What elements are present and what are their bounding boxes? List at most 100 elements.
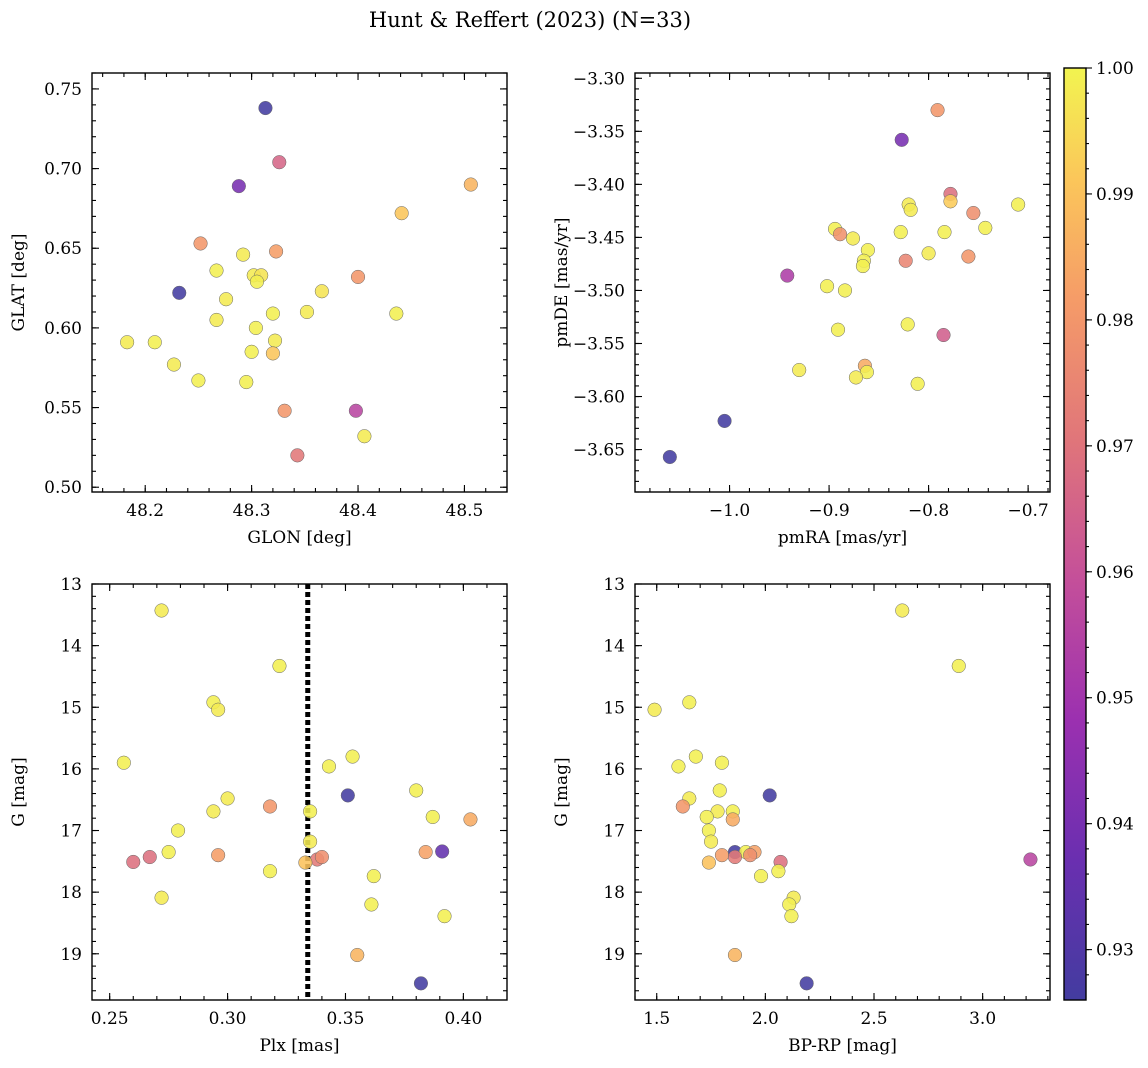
data-point (714, 755, 729, 770)
data-point (921, 246, 936, 261)
data-point (845, 231, 860, 246)
data-point (321, 759, 337, 774)
data-point (171, 823, 186, 838)
data-point (647, 702, 662, 717)
data-point (703, 834, 719, 849)
y-tick-label: −3.60 (573, 388, 625, 408)
y-tick-label: −3.50 (573, 281, 625, 301)
data-point (418, 845, 433, 860)
x-tick-label: 2.0 (752, 1009, 779, 1029)
data-point (269, 244, 284, 259)
y-tick-label: 19 (60, 945, 82, 965)
x-tick-label: −1.0 (709, 501, 750, 521)
x-axis-label: pmRA [mas/yr] (778, 528, 907, 548)
x-tick-label: 0.30 (209, 1009, 247, 1029)
data-point (116, 755, 131, 770)
data-point (161, 845, 176, 860)
data-point (209, 312, 224, 327)
data-point (943, 194, 958, 209)
data-point (206, 804, 221, 819)
y-tick-label: 19 (603, 945, 625, 965)
y-axis-label: pmDE [mas/yr] (552, 217, 572, 347)
data-point (219, 292, 234, 307)
x-axis-label: GLON [deg] (247, 528, 351, 548)
y-tick-label: 0.75 (44, 80, 82, 100)
x-tick-label: 48.5 (446, 501, 484, 521)
y-axis-label: G [mag] (9, 757, 29, 826)
data-point (265, 306, 280, 321)
data-point (435, 844, 450, 859)
data-point (893, 225, 908, 240)
data-point (303, 804, 318, 819)
data-point (231, 179, 246, 194)
x-tick-label: 0.25 (91, 1009, 129, 1029)
data-point (345, 749, 360, 764)
data-point (898, 253, 913, 268)
panel-glon-glat: 48.2 48.3 48.4 48.5 0.50 0.55 0.60 0.65 0.70 0.75… (9, 72, 508, 548)
data-point (236, 247, 251, 262)
data-point (671, 759, 686, 774)
data-point (830, 322, 846, 337)
data-point (675, 799, 690, 814)
data-point (855, 259, 870, 274)
data-point (903, 202, 918, 217)
data-point (837, 283, 853, 298)
data-point (712, 783, 727, 798)
data-point (394, 206, 409, 221)
colorbar-tick-label: 1.00 (1096, 59, 1134, 79)
data-point (211, 848, 226, 863)
colorbar-tick-label: 0.98 (1096, 311, 1134, 331)
data-point (166, 357, 181, 372)
x-tick-label: 0.40 (444, 1009, 482, 1029)
y-tick-label: −3.30 (573, 69, 625, 89)
y-tick-label: 0.65 (44, 239, 82, 259)
data-point (364, 897, 379, 912)
data-point (820, 279, 835, 294)
data-point (714, 848, 729, 863)
y-tick-label: 13 (60, 575, 82, 595)
data-point (848, 370, 863, 385)
y-tick-label: −3.40 (573, 175, 625, 195)
axes-frame-glon-glat (91, 72, 508, 493)
data-point (211, 702, 226, 717)
colorbar-gradient (1064, 68, 1086, 1000)
data-point (147, 335, 162, 350)
data-point (314, 284, 329, 299)
x-tick-label: −0.8 (908, 501, 949, 521)
colorbar-tick-label: 0.96 (1096, 563, 1134, 583)
colorbar-tick-label: 0.97 (1096, 437, 1134, 457)
data-point (1011, 197, 1026, 212)
data-point (120, 335, 135, 350)
data-point (154, 603, 169, 618)
data-point (265, 346, 280, 361)
y-tick-label: 18 (60, 883, 82, 903)
data-point (936, 327, 951, 343)
y-tick-label: 13 (603, 575, 625, 595)
data-point (348, 403, 363, 418)
data-point (784, 909, 799, 924)
axes-frame-plx-g (91, 583, 508, 1001)
data-point (191, 373, 206, 388)
y-tick-label: −3.65 (573, 441, 625, 461)
data-point (299, 304, 314, 320)
data-point (154, 890, 169, 905)
data-point (699, 809, 714, 825)
data-point (303, 834, 318, 849)
data-point (126, 854, 141, 869)
data-point (350, 269, 366, 284)
x-tick-label: 48.3 (233, 501, 271, 521)
data-point (682, 695, 697, 710)
axes-frame-pmra-pmde (634, 72, 1051, 493)
colorbar: 0.93 0.94 0.95 0.96 0.97 0.98 0.99 1.00 (1063, 59, 1134, 1001)
data-point (1023, 852, 1038, 867)
figure-title: Hunt & Reffert (2023) (N=33) (369, 8, 691, 32)
x-tick-label: 2.5 (860, 1009, 887, 1029)
colorbar-frame (1063, 67, 1087, 1001)
x-tick-label: −0.7 (1007, 501, 1048, 521)
data-point (832, 227, 848, 242)
y-tick-label: 0.50 (44, 478, 82, 498)
data-point (978, 220, 993, 235)
data-point (762, 788, 777, 803)
data-point (463, 812, 478, 827)
